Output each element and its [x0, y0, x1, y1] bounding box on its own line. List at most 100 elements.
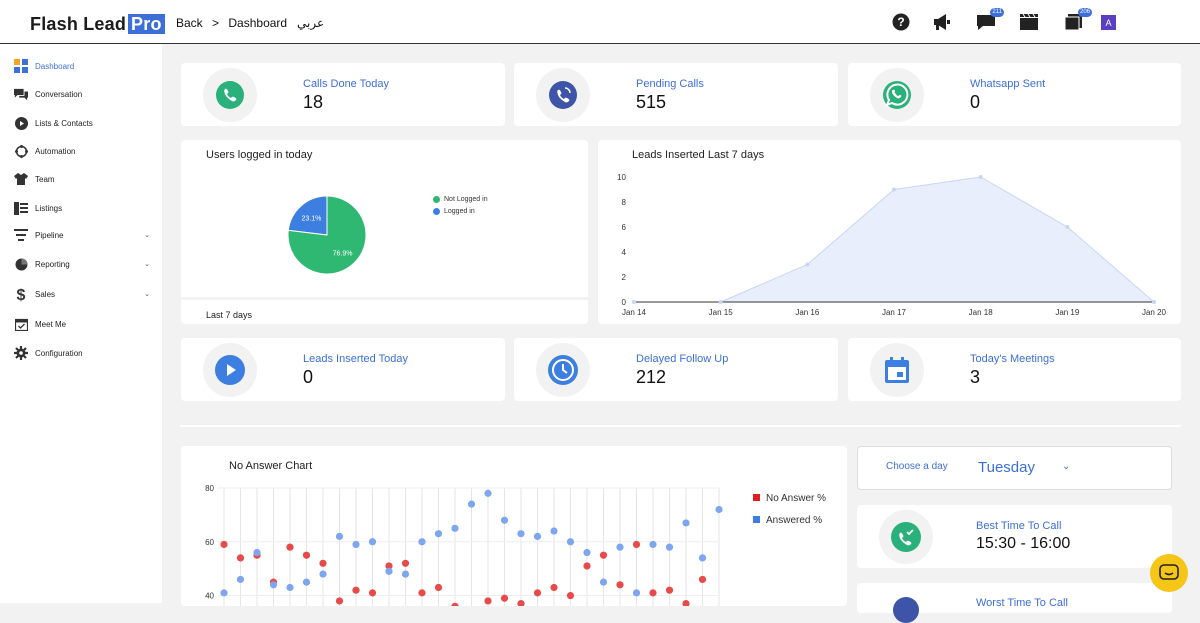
stat-value: 3: [970, 367, 981, 387]
leads-inserted-card: Leads Inserted Last 7 days 0 2 4 6 8 10 Jan 14…: [598, 140, 1181, 324]
scatter-point: [715, 505, 723, 514]
listings-icon: [14, 201, 28, 215]
worst-time-card: Worst Time To Call: [857, 583, 1172, 623]
dashboard-icon: [14, 59, 28, 73]
scatter-point: [401, 570, 410, 578]
scatter-point: [682, 519, 690, 527]
stat-label: Calls Done Today: [303, 78, 390, 90]
chat-bubble-icon: [1159, 564, 1179, 580]
scatter-point: [566, 538, 575, 546]
clapper-icon[interactable]: [1019, 12, 1039, 32]
y-tick-label: 4: [622, 248, 627, 257]
data-point: [892, 187, 896, 192]
stat-value: 15:30 - 16:00: [976, 535, 1071, 552]
play-circle-icon: [14, 116, 28, 130]
sidebar-item-dashboard[interactable]: Dashboard: [14, 57, 154, 75]
scatter-point: [649, 540, 657, 549]
sidebar-item-label: Sales: [35, 289, 56, 299]
notes-badge: 206: [1077, 8, 1092, 17]
clock-icon: [548, 355, 578, 385]
x-tick-label: Jan 20: [1142, 308, 1167, 317]
stat-label: Whatsapp Sent: [970, 78, 1046, 90]
y-tick-label: 0: [622, 298, 627, 307]
stat-icon-wrap: [870, 343, 924, 397]
day-select[interactable]: Tuesday: [978, 459, 1035, 476]
automation-icon: [14, 144, 28, 158]
area-fill: [634, 176, 1156, 303]
phone-x-icon: [893, 597, 919, 623]
scatter-point: [616, 543, 624, 551]
stat-card-pending-calls: Pending Calls 515: [514, 63, 838, 126]
phone-refresh-icon: [549, 81, 577, 109]
top-bar: Flash Lead Pro Back > Dashboard عربي ? 21…: [0, 0, 1200, 44]
data-point: [1065, 225, 1070, 229]
sidebar-item-listings[interactable]: Listings: [14, 199, 154, 217]
legend-item-answered: Answered %: [753, 510, 826, 532]
stat-value: 515: [636, 92, 667, 112]
sidebar-item-meet-me[interactable]: Meet Me: [14, 315, 154, 333]
stat-value: 0: [303, 367, 314, 387]
pie-slice: [287, 195, 328, 236]
scatter-point: [220, 540, 228, 549]
pie-legend: Not Logged in Logged in: [433, 194, 488, 218]
sidebar-item-label: Reporting: [35, 259, 70, 269]
y-tick-label: 80: [205, 484, 214, 493]
sidebar-item-configuration[interactable]: Configuration: [14, 344, 154, 362]
sidebar-item-lists-contacts[interactable]: Lists & Contacts: [14, 114, 154, 132]
leads-area-chart: 0 2 4 6 8 10 Jan 14 Jan 15 Jan 16 Jan 17 Jan 18 Jan…: [617, 173, 1167, 317]
scatter-point: [632, 540, 641, 549]
svg-text:?: ?: [897, 15, 904, 29]
sidebar: Dashboard Conversation Lists & Contacts …: [0, 44, 162, 603]
chevron-down-icon[interactable]: ⌄: [1062, 461, 1071, 472]
legend-label: Logged in: [444, 208, 475, 215]
chevron-down-icon: ⌄: [144, 291, 150, 298]
stat-label: Today's Meetings: [970, 353, 1055, 365]
sidebar-item-automation[interactable]: Automation: [14, 142, 154, 160]
scatter-point: [616, 581, 624, 589]
scatter-point: [335, 532, 344, 540]
legend-swatch: [753, 494, 760, 501]
scatter-point: [467, 500, 476, 508]
stat-icon-wrap: [536, 343, 590, 397]
scatter-point: [599, 551, 608, 559]
dollar-icon: $: [14, 287, 28, 302]
scatter-point: [434, 530, 443, 538]
y-tick-label: 2: [622, 273, 627, 282]
sidebar-item-conversation[interactable]: Conversation: [14, 85, 154, 103]
x-tick-label: Jan 15: [709, 308, 734, 317]
scatter-point: [517, 530, 525, 538]
scatter-point: [302, 578, 311, 586]
sidebar-item-reporting[interactable]: Reporting ⌄: [14, 255, 154, 273]
support-chat-button[interactable]: [1150, 554, 1188, 592]
scatter-point: [583, 548, 591, 557]
stat-value: 18: [303, 92, 324, 112]
sidebar-item-label: Team: [35, 174, 55, 184]
notes-icon[interactable]: 206: [1064, 8, 1092, 32]
sidebar-item-label: Meet Me: [35, 319, 67, 329]
sidebar-item-sales[interactable]: $ Sales ⌄: [14, 285, 154, 303]
scatter-point: [500, 516, 509, 524]
scatter-point: [302, 551, 311, 559]
conversation-icon: [14, 87, 28, 101]
logo-pro: Pro: [128, 14, 165, 34]
scatter-point: [698, 575, 707, 584]
pie-slice-label: 76.9%: [333, 251, 353, 258]
scatter-point: [665, 586, 674, 594]
chat-icon[interactable]: 211: [976, 8, 1004, 32]
legend-label: Not Logged in: [444, 196, 488, 203]
sidebar-item-label: Configuration: [35, 348, 83, 358]
sidebar-item-pipeline[interactable]: Pipeline ⌄: [14, 226, 154, 244]
app-logo[interactable]: Flash Lead Pro: [30, 14, 165, 35]
best-time-card: Best Time To Call 15:30 - 16:00: [857, 505, 1172, 568]
sidebar-item-team[interactable]: Team: [14, 170, 154, 188]
avatar[interactable]: A: [1101, 15, 1116, 30]
sidebar-item-label: Conversation: [35, 89, 83, 99]
pie-slice: [287, 195, 367, 275]
back-link[interactable]: Back: [176, 16, 203, 30]
card-divider: [181, 297, 588, 300]
megaphone-icon[interactable]: [932, 12, 952, 32]
scatter-point: [385, 567, 393, 575]
help-icon[interactable]: ?: [891, 12, 911, 32]
language-toggle[interactable]: عربي: [297, 16, 325, 30]
scatter-point: [566, 591, 575, 600]
